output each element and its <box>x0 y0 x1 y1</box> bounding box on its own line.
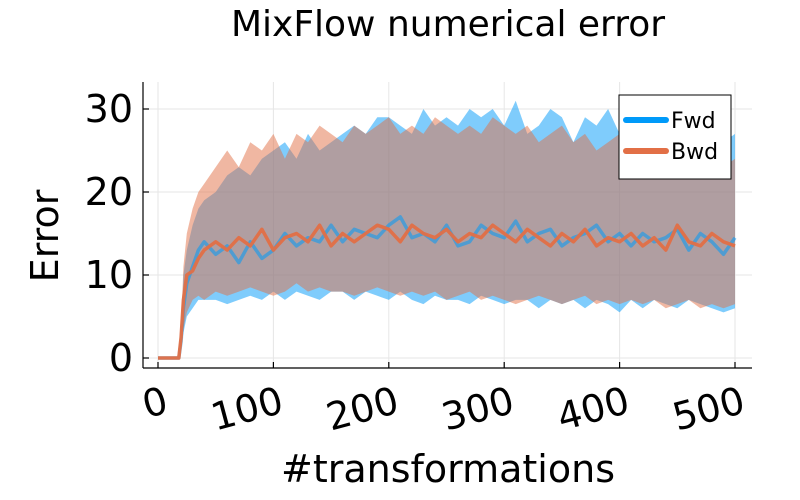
x-tick-label: 0 <box>138 378 173 427</box>
y-tick-label: 20 <box>85 170 133 214</box>
legend-box <box>618 94 732 180</box>
x-tick-label: 100 <box>206 378 287 439</box>
chart-title: MixFlow numerical error <box>231 4 665 45</box>
x-tick-label: 400 <box>552 378 633 439</box>
line-bwd <box>158 223 736 360</box>
legend-label-fwd: Fwd <box>671 109 716 134</box>
axes <box>142 82 752 369</box>
x-tick-label: 300 <box>437 378 518 439</box>
x-axis-label: #transformations <box>281 447 615 491</box>
y-tick-label: 10 <box>85 253 133 297</box>
y-axis-label: Error <box>23 189 67 282</box>
x-tick-label: 500 <box>668 378 749 439</box>
y-tick-label: 30 <box>85 87 133 131</box>
legend-label-bwd: Bwd <box>671 140 718 165</box>
legend: Fwd Bwd <box>618 94 732 180</box>
series-lines <box>158 215 737 360</box>
band-bwd <box>158 117 735 358</box>
y-tick-label: 0 <box>109 336 133 380</box>
x-tick-label: 200 <box>322 378 403 439</box>
